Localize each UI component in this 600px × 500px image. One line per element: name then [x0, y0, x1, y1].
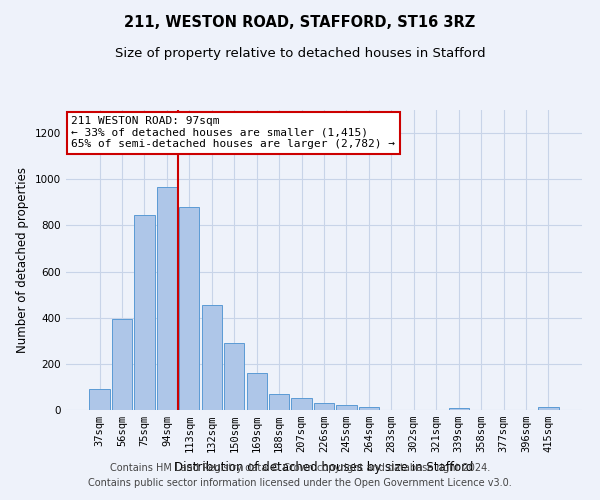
Bar: [89, 389, 110, 410]
Bar: [157, 188, 177, 410]
X-axis label: Distribution of detached houses by size in Stafford: Distribution of detached houses by size …: [175, 460, 473, 473]
Text: 211, WESTON ROAD, STAFFORD, ST16 3RZ: 211, WESTON ROAD, STAFFORD, ST16 3RZ: [124, 15, 476, 30]
Text: 211 WESTON ROAD: 97sqm
← 33% of detached houses are smaller (1,415)
65% of semi-: 211 WESTON ROAD: 97sqm ← 33% of detached…: [71, 116, 395, 149]
Bar: [538, 406, 559, 410]
Bar: [224, 343, 244, 410]
Text: Contains HM Land Registry data © Crown copyright and database right 2024.
Contai: Contains HM Land Registry data © Crown c…: [88, 462, 512, 487]
Bar: [449, 408, 469, 410]
Bar: [202, 305, 222, 410]
Bar: [337, 406, 356, 410]
Bar: [179, 207, 199, 410]
Bar: [269, 394, 289, 410]
Bar: [134, 215, 155, 410]
Bar: [112, 319, 132, 410]
Bar: [359, 407, 379, 410]
Y-axis label: Number of detached properties: Number of detached properties: [16, 167, 29, 353]
Bar: [314, 403, 334, 410]
Bar: [292, 398, 311, 410]
Text: Size of property relative to detached houses in Stafford: Size of property relative to detached ho…: [115, 48, 485, 60]
Bar: [247, 373, 267, 410]
